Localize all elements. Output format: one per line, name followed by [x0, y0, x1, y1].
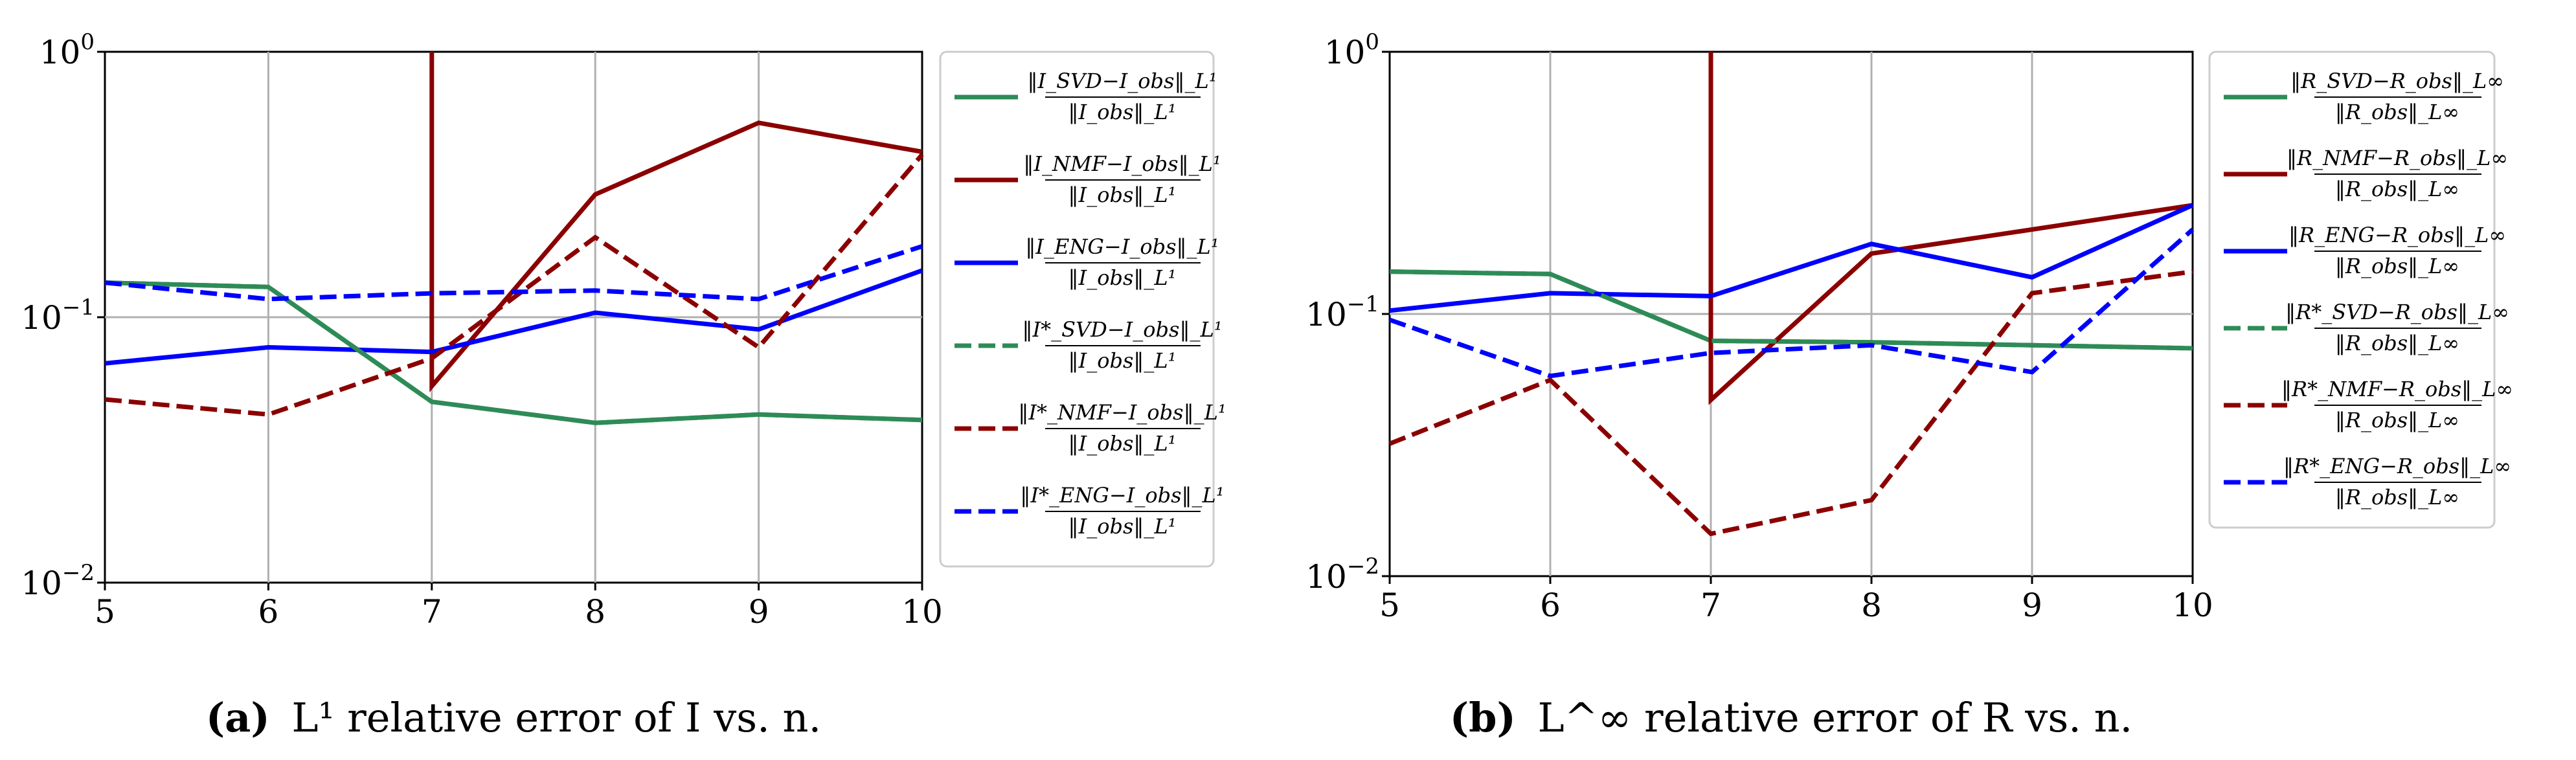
- series-line-b-4: [1389, 269, 2193, 351]
- legend-denominator: ‖R_obs‖_L∞: [2335, 408, 2459, 432]
- caption-b-label: (b): [1450, 694, 1516, 741]
- x-tick-label: 9: [2022, 587, 2042, 624]
- y-tick-label: 100: [40, 29, 95, 71]
- x-tick-label: 6: [258, 593, 278, 631]
- legend-b: ‖R_SVD−R_obs‖_L∞ ‖R_obs‖_L∞ ‖R_NMF−R_obs‖_…: [2208, 50, 2513, 529]
- caption-a-label: (a): [206, 694, 270, 741]
- y-tick-label: 10−1: [21, 295, 95, 337]
- series-line-a-6: [104, 244, 923, 302]
- legend-numerator: ‖R_SVD−R_obs‖_L∞: [2290, 69, 2504, 93]
- caption-b: (b) L^∞ relative error of R vs. n.: [1450, 694, 2132, 741]
- y-tick-label: 10−2: [1305, 553, 1379, 596]
- series-line-b-3: [1389, 203, 2194, 313]
- x-tick-label: 6: [1540, 587, 1561, 624]
- legend-a: ‖I_SVD−I_obs‖_L¹ ‖I_obs‖_L¹ ‖I_NMF−I_obs‖_…: [939, 50, 1226, 568]
- legend-numerator: ‖I*_ENG−I_obs‖_L¹: [1020, 483, 1224, 508]
- series-line-a-2: [429, 52, 923, 393]
- series-line-b-5: [1388, 269, 2193, 537]
- x-tick-label: 9: [749, 593, 769, 631]
- series-line-a-4: [104, 280, 923, 425]
- legend-numerator: ‖I_SVD−I_obs‖_L¹: [1027, 69, 1217, 93]
- legend-denominator: ‖R_obs‖_L∞: [2335, 485, 2459, 509]
- legend-denominator: ‖R_obs‖_L∞: [2335, 331, 2459, 355]
- x-tick-label: 5: [1379, 587, 1400, 624]
- y-tick-label: 10−1: [1305, 291, 1379, 333]
- y-ticks-a: 100 10−1 10−2: [21, 29, 105, 602]
- x-tick-label: 10: [901, 593, 943, 631]
- panel-b: 100 10−1 10−2 5 6 7 8 9 10 ‖R_SVD−R_obs‖_L∞ ‖R_o…: [1305, 29, 2513, 741]
- series-line-b-6: [1388, 227, 2195, 379]
- legend-denominator: ‖I_obs‖_L¹: [1068, 265, 1177, 290]
- legend-numerator: ‖I*_NMF−I_obs‖_L¹: [1018, 400, 1226, 425]
- series-line-a-5: [104, 153, 924, 417]
- legend-denominator: ‖I_obs‖_L¹: [1068, 100, 1177, 124]
- series-lines-a: [104, 52, 924, 425]
- legend-denominator: ‖I_obs‖_L¹: [1068, 348, 1177, 373]
- series-line-a-3: [104, 268, 923, 366]
- legend-denominator: ‖R_obs‖_L∞: [2335, 100, 2459, 124]
- caption-b-text: L^∞ relative error of R vs. n.: [1538, 694, 2133, 741]
- y-ticks-b: 100 10−1 10−2: [1305, 29, 1390, 596]
- x-tick-label: 5: [95, 593, 115, 631]
- legend-numerator: ‖R_NMF−R_obs‖_L∞: [2287, 146, 2508, 170]
- x-ticks-b: 5 6 7 8 9 10: [1379, 576, 2213, 624]
- legend-numerator: ‖R*_ENG−R_obs‖_L∞: [2283, 454, 2511, 478]
- panel-a: 100 10−1 10−2 5 6 7 8 9 10 ‖I_SVD−I_obs‖_L¹ ‖I_o…: [21, 29, 1226, 741]
- series-line-b-2: [1708, 52, 2193, 405]
- x-tick-label: 8: [585, 593, 605, 631]
- caption-a-text: L¹ relative error of I vs. n.: [291, 694, 821, 741]
- legend-numerator: ‖I_NMF−I_obs‖_L¹: [1023, 151, 1221, 176]
- legend-box-b: [2208, 50, 2496, 529]
- legend-denominator: ‖I_obs‖_L¹: [1068, 183, 1177, 207]
- y-tick-label: 10−2: [21, 560, 95, 602]
- legend-numerator: ‖I*_SVD−I_obs‖_L¹: [1022, 317, 1222, 342]
- series-lines-b: [1388, 52, 2195, 537]
- x-tick-label: 7: [1700, 587, 1721, 624]
- grid-b: [1390, 52, 2193, 576]
- x-ticks-a: 5 6 7 8 9 10: [95, 583, 943, 631]
- caption-a: (a) L¹ relative error of I vs. n.: [206, 694, 821, 741]
- legend-numerator: ‖R*_SVD−R_obs‖_L∞: [2285, 300, 2509, 324]
- x-tick-label: 7: [422, 593, 442, 631]
- x-tick-label: 8: [1861, 587, 1882, 624]
- legend-denominator: ‖I_obs‖_L¹: [1068, 431, 1177, 456]
- legend-denominator: ‖I_obs‖_L¹: [1068, 514, 1177, 539]
- legend-numerator: ‖R_ENG−R_obs‖_L∞: [2288, 223, 2506, 247]
- legend-denominator: ‖R_obs‖_L∞: [2335, 177, 2459, 201]
- legend-numerator: ‖R*_NMF−R_obs‖_L∞: [2281, 377, 2513, 401]
- x-tick-label: 10: [2172, 587, 2213, 624]
- legend-numerator: ‖I_ENG−I_obs‖_L¹: [1025, 234, 1219, 259]
- legend-denominator: ‖R_obs‖_L∞: [2335, 254, 2459, 278]
- y-tick-label: 100: [1324, 29, 1379, 71]
